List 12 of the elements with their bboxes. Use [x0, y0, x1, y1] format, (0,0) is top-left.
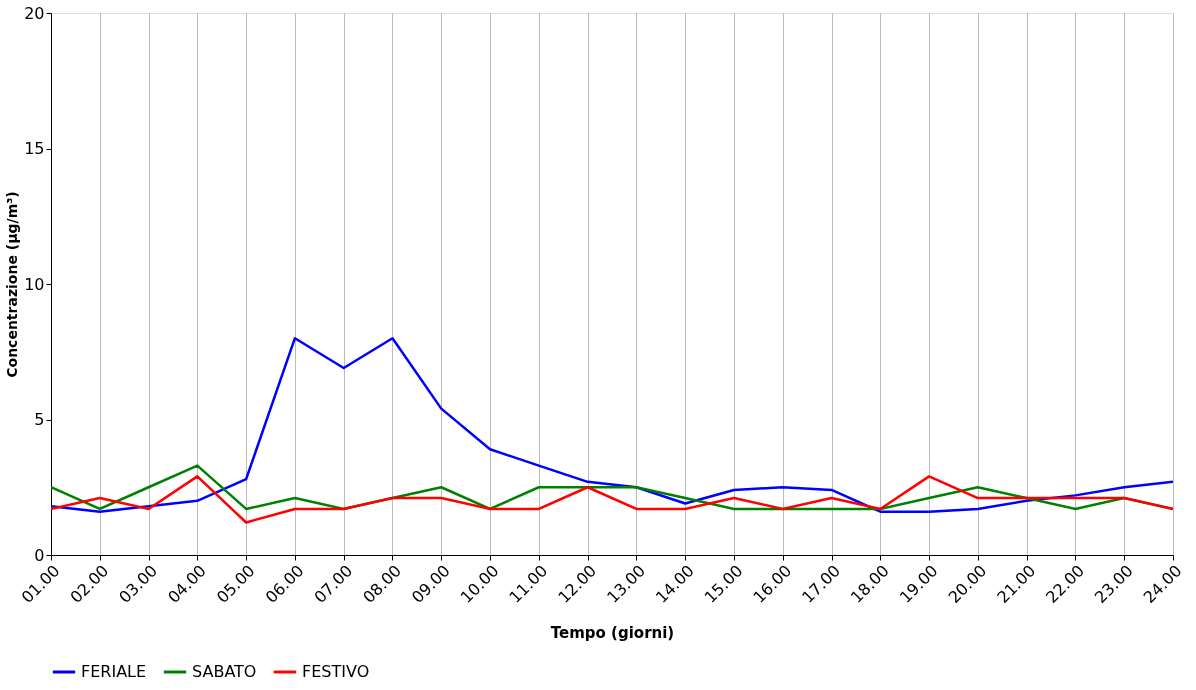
y-tick-label: 5 [34, 410, 45, 429]
y-tick-label: 10 [24, 274, 45, 294]
line-series [51, 336, 1173, 513]
legend-label: SABATO [192, 662, 257, 681]
legend-label: FESTIVO [302, 662, 370, 681]
y-tick-label: 20 [24, 3, 45, 23]
legend-label: FERIALE [81, 662, 147, 681]
x-axis-title: Tempo (giorni) [550, 624, 675, 643]
line-series [51, 475, 1173, 524]
y-tick-label: 0 [34, 545, 45, 565]
y-axis-title: Concentrazione (µg/m³) [4, 191, 21, 378]
y-tick-label: 15 [24, 139, 45, 158]
